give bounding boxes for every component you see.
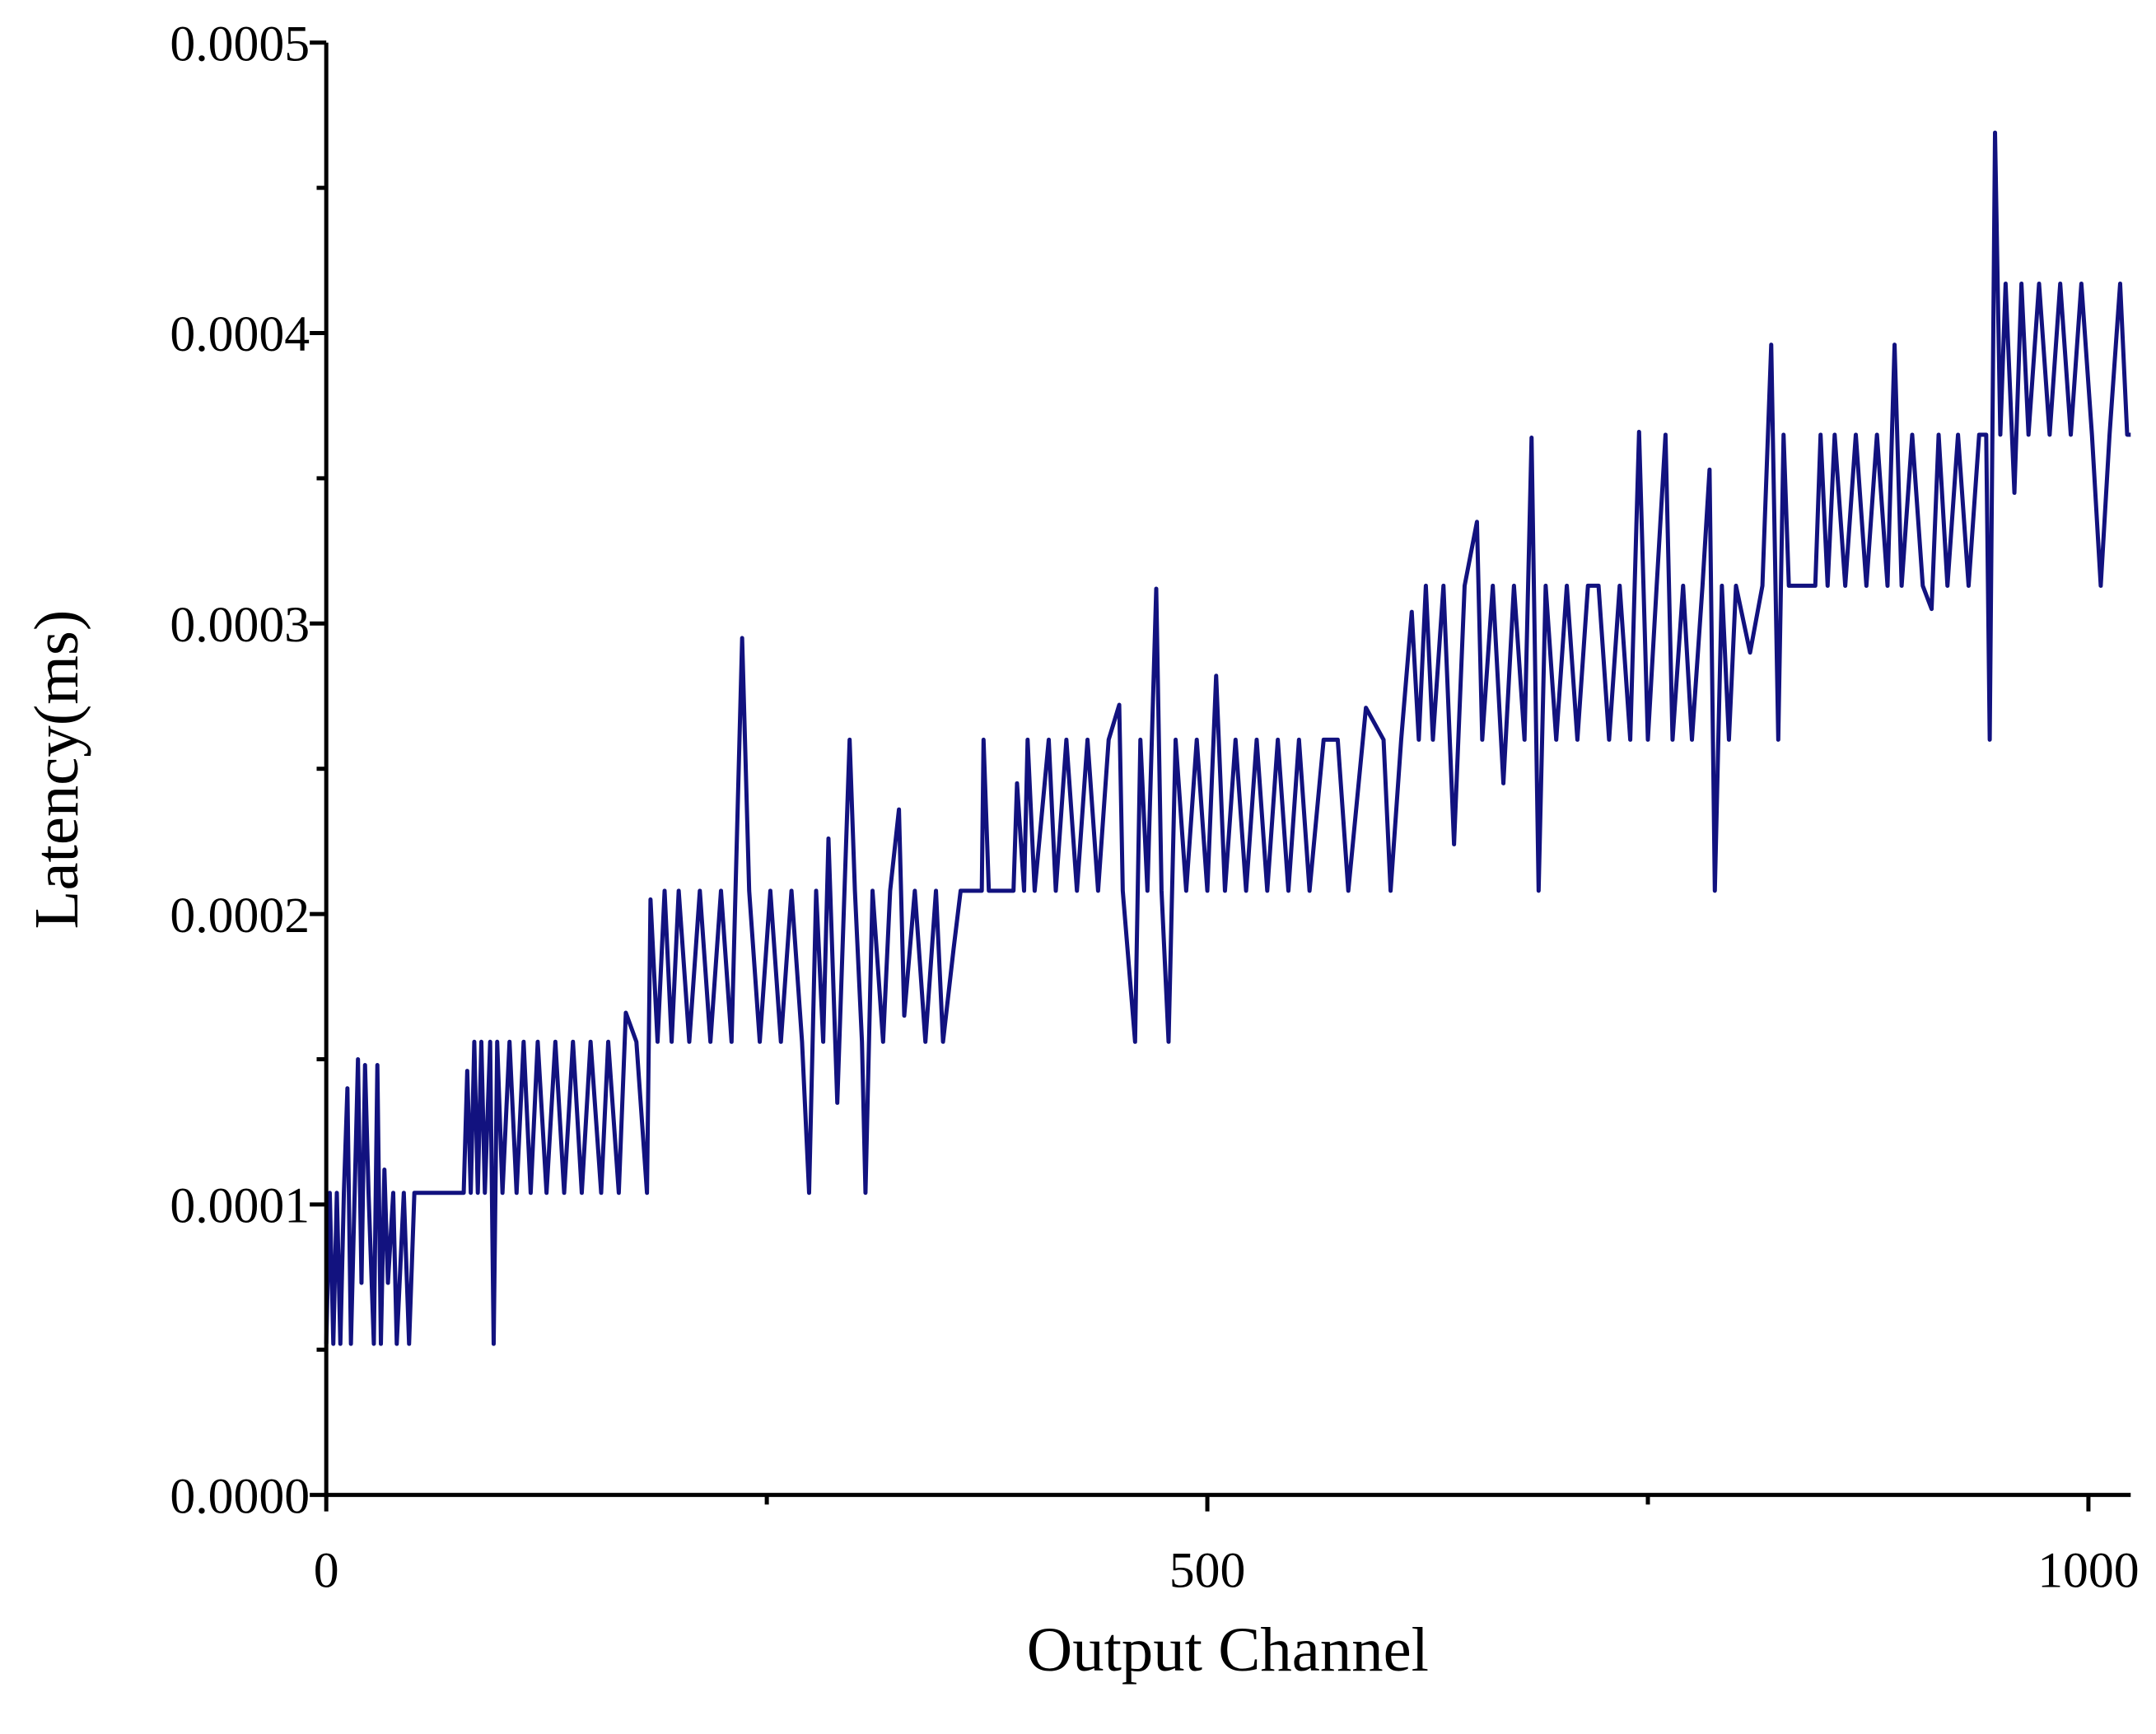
- y-tick-label: 0.0001: [170, 1178, 310, 1234]
- y-tick-label: 0.0003: [170, 597, 310, 653]
- x-tick-label: 0: [314, 1542, 339, 1598]
- x-axis-title: Output Channel: [1027, 1615, 1429, 1685]
- data-line: [324, 130, 2131, 1346]
- y-tick-label: 0.0000: [170, 1468, 310, 1524]
- x-tick-label: 500: [1169, 1542, 1246, 1598]
- y-tick-label: 0.0002: [170, 888, 310, 944]
- x-tick-label: 1000: [2037, 1542, 2139, 1598]
- y-tick-label: 0.0004: [170, 306, 310, 362]
- y-axis-title: Latency(ms): [21, 610, 91, 930]
- y-tick-label: 0.0005: [170, 16, 310, 72]
